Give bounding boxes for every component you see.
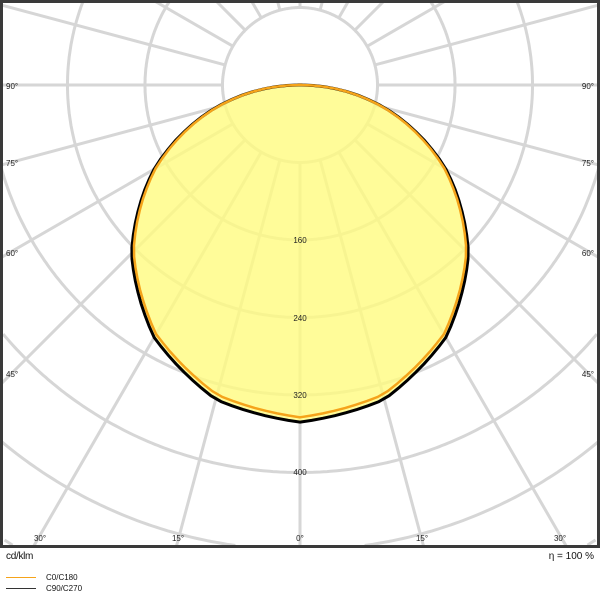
angle-label-bottom-15-left: 15° [172,534,184,543]
angle-label-right-60: 60° [582,249,594,258]
radial-label-240: 240 [293,314,307,323]
legend-label: C90/C270 [46,584,83,593]
legend-swatch-black [6,588,36,589]
angle-label-bottom-0: 0° [296,534,304,543]
grid-ring [2,333,598,474]
grid-spoke [153,0,234,48]
angle-label-left-90: 90° [6,82,18,91]
angle-label-bottom-15-right: 15° [416,534,428,543]
grid-spoke [374,103,600,167]
grid-spoke [353,0,386,32]
angle-labels: 90° 75° 60° 45° 90° 75° 60° 45° 30° 15° … [6,82,594,543]
angle-label-left-75: 75° [6,159,18,168]
legend-item-c0-c180: C0/C180 [6,572,82,583]
angle-label-right-45: 45° [582,370,594,379]
grid-spoke [0,103,226,167]
grid-spoke [337,0,350,19]
grid-spoke [374,3,600,67]
grid-ring [0,440,600,547]
radial-tick-labels: 160 240 320 400 [293,236,307,477]
radial-label-160: 160 [293,236,307,245]
angle-label-left-45: 45° [6,370,18,379]
grid-ring [3,538,597,547]
angle-label-left-60: 60° [6,249,18,258]
legend-label: C0/C180 [46,573,78,582]
unit-label: cd/klm [6,551,34,562]
legend-swatch-orange [6,577,36,578]
efficiency-label: η = 100 % [548,551,594,562]
grid-spoke [366,0,447,48]
legend: C0/C180 C90/C270 [6,572,82,594]
light-distribution-curves [130,83,470,424]
radial-label-400: 400 [293,468,307,477]
chart-frame [0,0,600,548]
curve-fill [131,84,469,423]
angle-label-right-90: 90° [582,82,594,91]
angle-label-bottom-30-left: 30° [34,534,46,543]
angle-label-bottom-30-right: 30° [554,534,566,543]
legend-item-c90-c270: C90/C270 [6,583,82,594]
angle-label-right-75: 75° [582,159,594,168]
grid-spoke [0,3,226,67]
grid-spoke [214,0,247,32]
radial-label-320: 320 [293,391,307,400]
curve-c0-c180 [132,83,468,419]
grid-spoke [250,0,263,19]
